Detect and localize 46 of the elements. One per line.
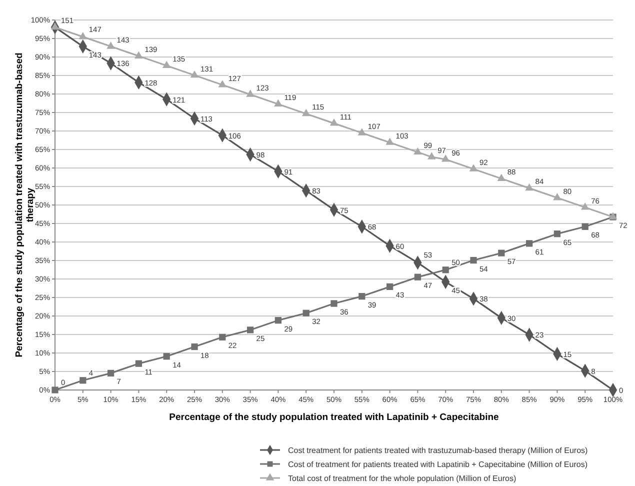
- point: [52, 386, 58, 394]
- point: [218, 80, 227, 88]
- point: [78, 32, 88, 40]
- point: [190, 70, 199, 78]
- y-axis-title: Percentage of the study population treated with trastuzumab-based therapy: [14, 52, 36, 358]
- point: [274, 317, 282, 324]
- point: [442, 266, 449, 274]
- point: [302, 310, 310, 316]
- point: [441, 154, 450, 162]
- point: [469, 164, 478, 172]
- point: [330, 118, 338, 126]
- point: [106, 42, 115, 49]
- legend-label: Cost treatment for patients treated with trastuzumab-based therapy (Million of Euros): [288, 446, 588, 455]
- point: [163, 353, 170, 360]
- point: [470, 256, 477, 264]
- point: [386, 138, 394, 145]
- legend-label: Cost of treatment for patients treated with Lapatinib + Capecitabine (Million of Euros): [288, 460, 588, 469]
- point: [107, 370, 114, 376]
- point: [330, 300, 338, 307]
- point: [162, 60, 171, 68]
- x-axis-title: Percentage of the study population treated with Lapatinib + Capecitabine: [169, 412, 499, 423]
- point: [525, 183, 534, 191]
- point: [135, 360, 142, 367]
- point: [358, 128, 366, 136]
- point: [246, 326, 254, 334]
- point: [80, 377, 86, 384]
- point: [498, 250, 505, 256]
- point: [582, 223, 588, 230]
- point: [358, 292, 366, 300]
- point: [414, 147, 422, 155]
- point: [526, 240, 533, 247]
- point: [302, 108, 310, 116]
- point: [246, 90, 254, 97]
- point: [553, 192, 562, 200]
- point: [497, 174, 506, 181]
- point: [554, 230, 561, 238]
- legend-label: Total cost of treatment for the whole population (Million of Euros): [288, 474, 516, 483]
- point: [386, 283, 394, 290]
- point: [219, 334, 226, 340]
- point: [134, 51, 143, 58]
- point: [191, 343, 198, 350]
- point: [427, 152, 436, 160]
- point: [580, 202, 590, 210]
- point: [50, 22, 60, 30]
- point: [274, 99, 282, 106]
- point: [414, 274, 422, 280]
